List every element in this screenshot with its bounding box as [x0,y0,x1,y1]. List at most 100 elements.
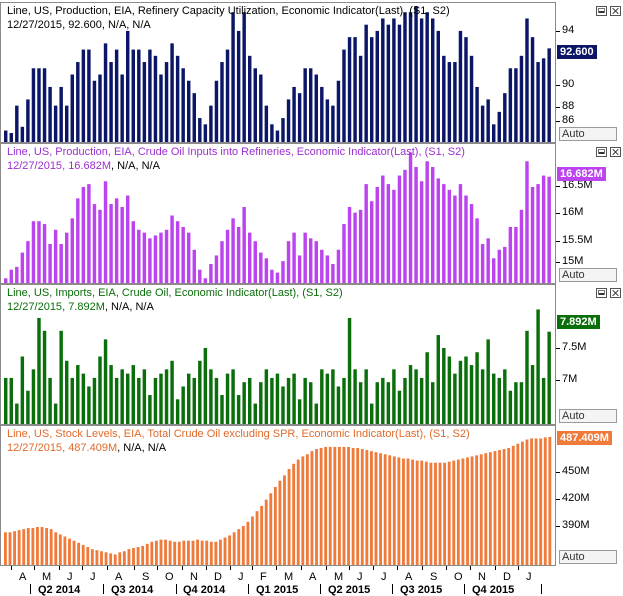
quarter-separator [541,584,542,594]
bar [425,161,429,283]
bar [259,252,263,283]
close-icon[interactable] [610,288,621,298]
bar [70,218,74,283]
bar [336,80,341,142]
y-axis: 7.5M 7M 7.892M Auto [555,284,623,425]
bar [333,446,337,565]
panel-refinery-utilization: Line, US, Production, EIA, Refinery Capa… [0,2,623,143]
restore-icon[interactable] [596,6,607,16]
bar [424,461,428,565]
bar [381,377,385,424]
plot-area[interactable]: Line, US, Imports, EIA, Crude Oil, Econo… [0,284,556,425]
plot-area[interactable]: Line, US, Production, EIA, Refinery Capa… [0,2,556,143]
bar [281,118,285,142]
auto-scale-button[interactable]: Auto [559,550,617,564]
bar [436,335,440,424]
bar [42,68,47,142]
plot-area[interactable]: Line, US, Stock Levels, EIA, Total Crude… [0,425,556,566]
bar [54,532,58,565]
bar [164,369,169,424]
restore-icon[interactable] [596,147,607,157]
bar [336,386,341,424]
bar [374,452,378,565]
month-tick [349,566,350,570]
bar [514,382,518,424]
close-icon[interactable] [610,147,621,157]
auto-scale-button[interactable]: Auto [559,268,617,282]
bar [198,360,202,424]
bar [388,455,392,565]
bar [70,377,74,424]
bar [187,373,191,424]
bar [397,390,402,424]
bar [480,244,485,283]
bar [236,30,241,142]
month-tick [326,566,327,570]
bar [65,105,69,142]
bar [408,152,413,283]
month-label: D [214,571,222,583]
bar [9,133,13,142]
bar [37,221,41,283]
bar [525,439,529,565]
bar [232,532,236,565]
bar [353,212,357,283]
bar [225,49,230,142]
bar [397,175,402,283]
bar [516,443,520,565]
bar [425,352,429,424]
bar [364,24,368,142]
bar [248,55,252,142]
month-label: O [454,571,463,583]
bar [342,49,346,142]
bar [508,68,513,142]
plot-area[interactable]: Line, US, Production, EIA, Crude Oil Inp… [0,143,556,284]
close-icon[interactable] [610,6,621,16]
month-tick [373,566,374,570]
month-tick [422,566,423,570]
bar [9,377,13,424]
bar [434,462,437,565]
bar [181,68,185,142]
bar [48,377,52,424]
auto-scale-button[interactable]: Auto [559,409,617,423]
bar [547,48,551,142]
bar [525,330,529,424]
bar [469,55,474,142]
bar [181,226,185,283]
quarter-separator [176,584,177,594]
bar [120,74,124,142]
bar [314,241,318,283]
bar [187,80,191,142]
y-tick: 86 [555,114,575,126]
month-tick [252,566,253,570]
bar [164,62,169,142]
auto-scale-button[interactable]: Auto [559,127,617,141]
bar [358,382,363,424]
bar [492,124,496,142]
bar [309,382,313,424]
bar [356,447,360,565]
restore-icon[interactable] [596,288,607,298]
bar [26,241,30,283]
bar [248,377,252,424]
bar [331,369,335,424]
month-label: N [478,571,486,583]
bar [402,458,405,565]
month-tick [82,566,83,570]
bar [159,373,163,424]
bar [98,356,102,424]
bar [403,12,407,142]
bar [87,386,91,424]
bar [120,206,124,283]
bar [342,377,346,424]
bar [65,360,69,424]
month-tick [34,566,35,570]
bar [536,62,540,142]
bar [431,18,435,142]
bar [486,238,490,283]
bar [132,548,135,565]
bar [547,176,551,283]
quarter-label: Q3 2014 [111,584,154,596]
month-tick [276,566,277,570]
